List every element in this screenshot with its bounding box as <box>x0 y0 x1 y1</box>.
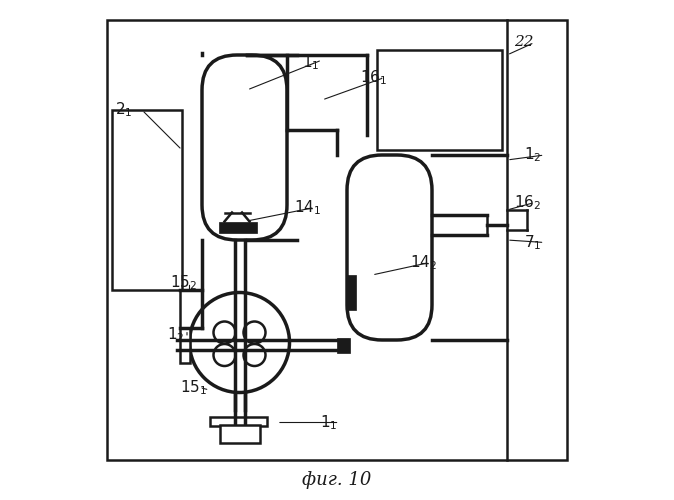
Text: $15_1$: $15_1$ <box>179 378 207 397</box>
Text: 22: 22 <box>514 36 534 50</box>
Text: $1_2$: $1_2$ <box>524 146 542 165</box>
Bar <box>220 425 259 442</box>
Bar <box>219 222 257 232</box>
Text: фиг. 10: фиг. 10 <box>303 471 371 489</box>
Text: $14_2$: $14_2$ <box>410 253 437 272</box>
Circle shape <box>243 344 266 366</box>
Circle shape <box>189 292 290 392</box>
Text: $1_1$: $1_1$ <box>302 53 319 72</box>
Bar <box>346 275 355 310</box>
FancyBboxPatch shape <box>347 155 432 340</box>
Circle shape <box>243 322 266 344</box>
FancyBboxPatch shape <box>202 55 287 240</box>
Text: $1_1$: $1_1$ <box>319 413 337 432</box>
Text: $15_2$: $15_2$ <box>169 273 197 292</box>
Bar <box>112 110 182 290</box>
Text: $14_1$: $14_1$ <box>295 198 321 217</box>
Circle shape <box>214 322 235 344</box>
Bar <box>179 328 189 362</box>
Text: $16_1$: $16_1$ <box>359 68 387 87</box>
Bar <box>377 50 502 150</box>
Circle shape <box>214 344 235 366</box>
Bar <box>337 338 350 352</box>
Text: $16_2$: $16_2$ <box>514 193 542 212</box>
Bar <box>107 20 567 460</box>
Text: $7_1$: $7_1$ <box>524 233 542 252</box>
Bar <box>210 417 267 426</box>
Text: $1_2$: $1_2$ <box>167 326 185 344</box>
Text: $2_1$: $2_1$ <box>115 100 132 119</box>
